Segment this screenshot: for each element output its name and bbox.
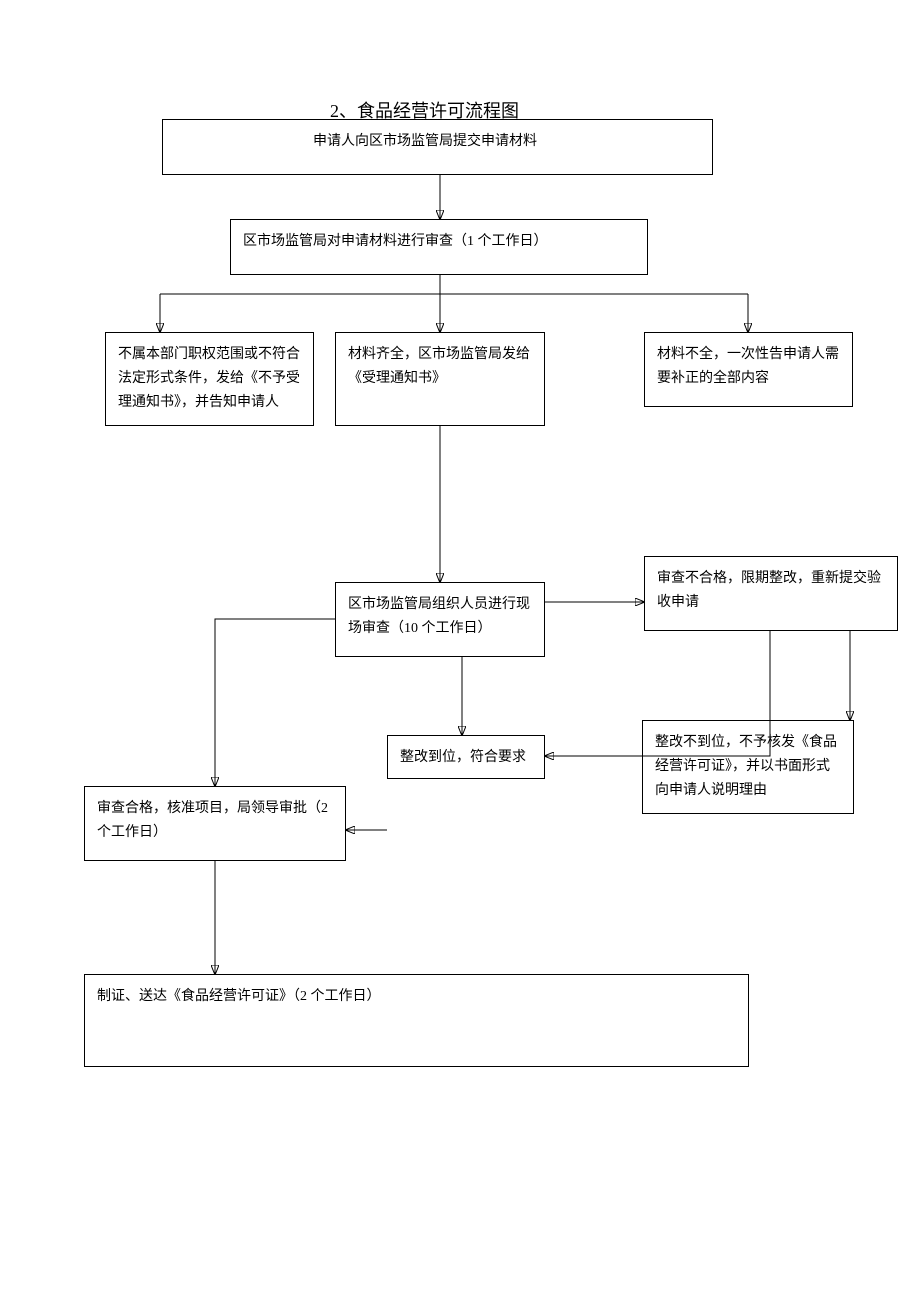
flowchart-node-n4: 材料齐全，区市场监管局发给《受理通知书》 [335, 332, 545, 426]
flowchart-node-n9: 整改不到位，不予核发《食品经营许可证》，并以书面形式向申请人说明理由 [642, 720, 854, 814]
flowchart-node-n10: 审查合格，核准项目，局领导审批（2 个工作日） [84, 786, 346, 861]
flowchart-node-n3: 不属本部门职权范围或不符合法定形式条件，发给《不予受理通知书》，并告知申请人 [105, 332, 314, 426]
flowchart-node-n5: 材料不全，一次性告申请人需要补正的全部内容 [644, 332, 853, 407]
flowchart-node-n6: 区市场监管局组织人员进行现场审查（10 个工作日） [335, 582, 545, 657]
flowchart-node-n11: 制证、送达《食品经营许可证》（2 个工作日） [84, 974, 749, 1067]
flowchart-node-n8: 整改到位，符合要求 [387, 735, 545, 779]
flowchart-node-n1: 申请人向区市场监管局提交申请材料 [162, 119, 713, 175]
flowchart-node-n7: 审查不合格，限期整改，重新提交验收申请 [644, 556, 898, 631]
flowchart-node-n2: 区市场监管局对申请材料进行审查（1 个工作日） [230, 219, 648, 275]
